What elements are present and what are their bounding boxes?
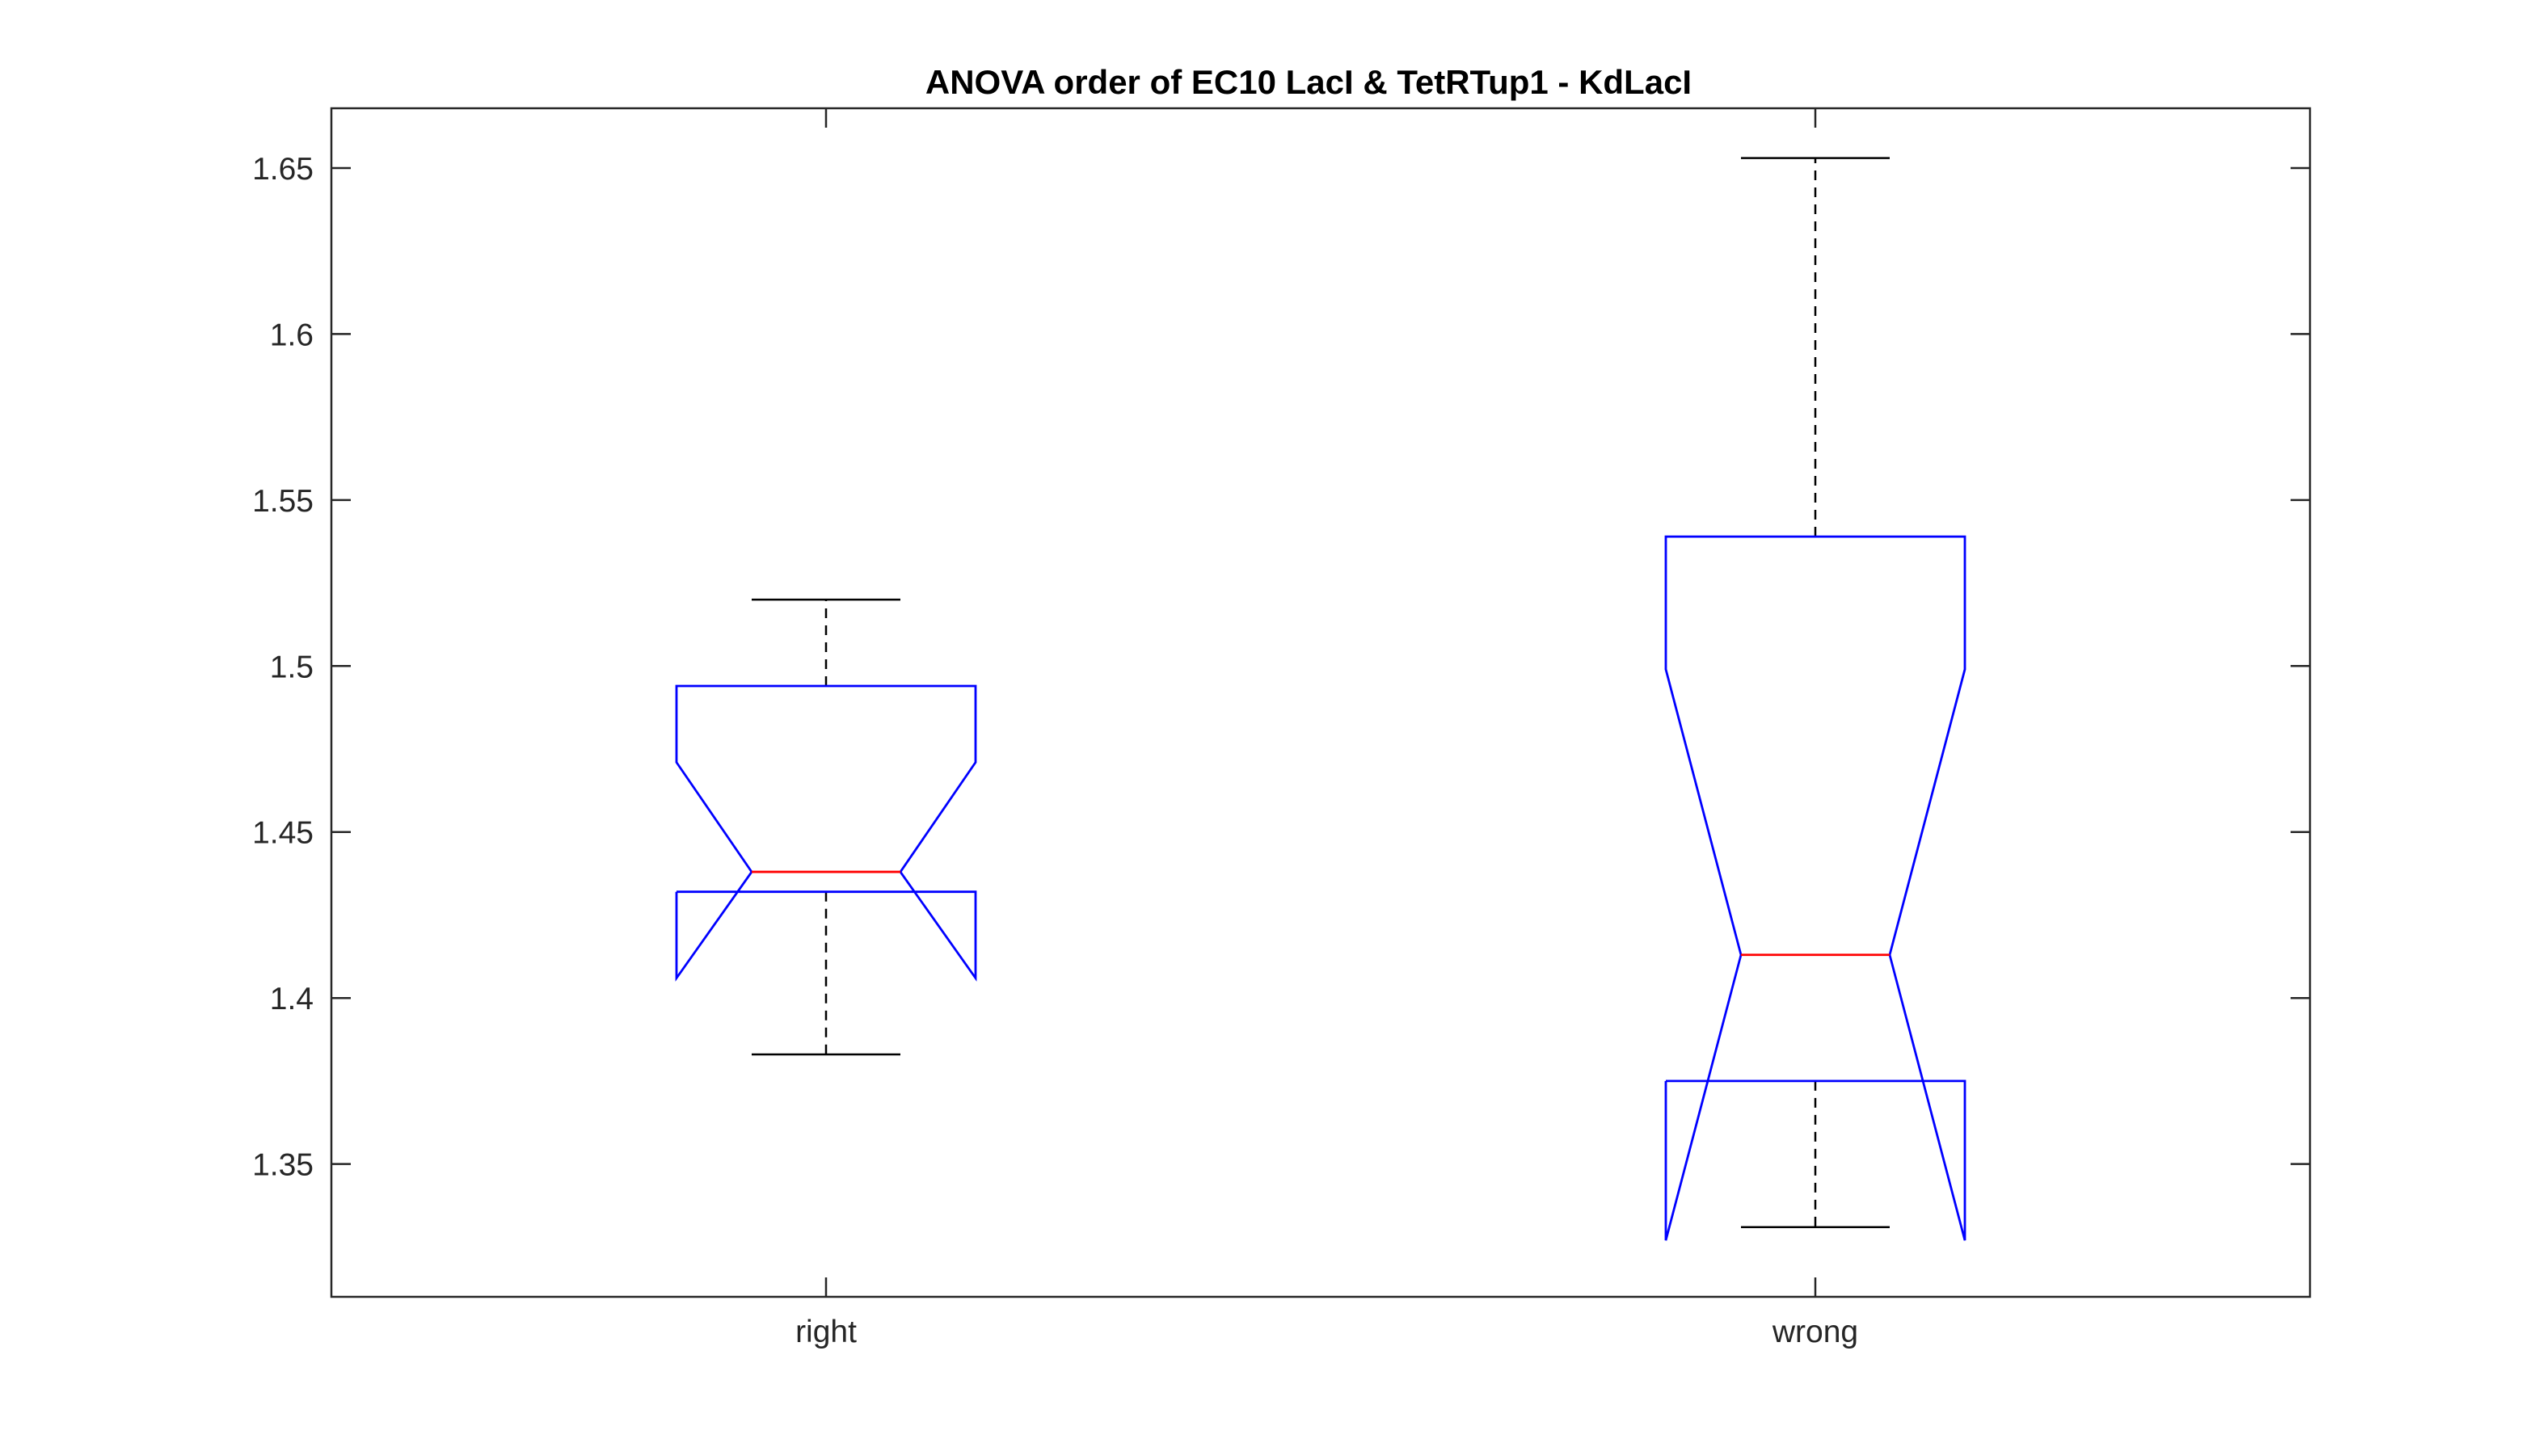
y-tick-label: 1.4 <box>270 982 314 1016</box>
y-axis-ticks: 1.35 1.4 1.45 1.5 1.55 1.6 1.65 <box>252 152 2310 1183</box>
x-axis-ticks: right wrong <box>795 108 1858 1349</box>
box-series <box>675 157 1966 1241</box>
notched-box <box>675 684 977 982</box>
y-tick-label: 1.5 <box>270 650 314 684</box>
plot-area: 1.35 1.4 1.45 1.5 1.55 1.6 1.65 right wrong <box>252 107 2312 1349</box>
box-right <box>675 598 977 1056</box>
y-tick-label: 1.35 <box>252 1148 314 1183</box>
box-wrong <box>1664 157 1966 1241</box>
y-tick-label: 1.65 <box>252 152 314 187</box>
axes-frame <box>330 107 2312 1298</box>
notched-box <box>1664 535 1966 1241</box>
y-tick-label: 1.55 <box>252 484 314 519</box>
chart-title: ANOVA order of EC10 LacI & TetRTup1 - Kd… <box>925 63 1692 101</box>
y-tick-label: 1.6 <box>270 318 314 352</box>
y-tick-label: 1.45 <box>252 816 314 851</box>
x-tick-label: wrong <box>1772 1315 1858 1349</box>
x-tick-label: right <box>795 1315 857 1349</box>
